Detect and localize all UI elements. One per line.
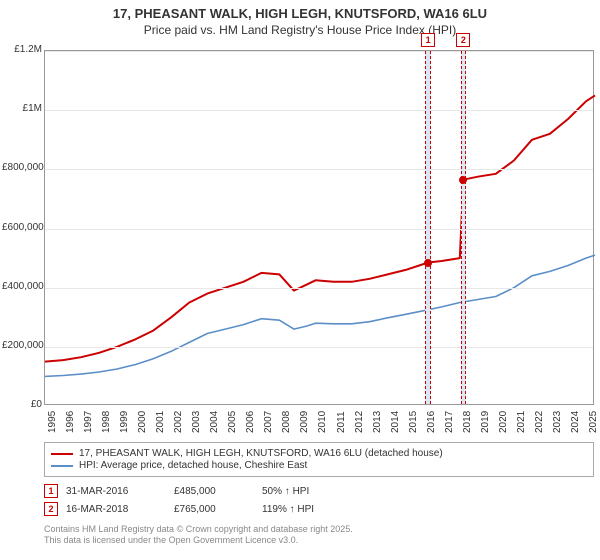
x-tick-label: 2012 (354, 411, 365, 433)
sale-row: 2 16-MAR-2018 £765,000 119% ↑ HPI (44, 502, 594, 516)
x-tick-label: 2013 (372, 411, 383, 433)
marker-badge: 1 (421, 33, 435, 47)
legend-swatch (51, 453, 73, 455)
x-tick-label: 2014 (390, 411, 401, 433)
footnote-line: Contains HM Land Registry data © Crown c… (44, 524, 353, 535)
x-tick-label: 2021 (516, 411, 527, 433)
legend-item: 17, PHEASANT WALK, HIGH LEGH, KNUTSFORD,… (51, 448, 587, 459)
x-tick-label: 2023 (552, 411, 563, 433)
marker-dot (459, 176, 467, 184)
x-tick-label: 2005 (227, 411, 238, 433)
marker-badge: 2 (456, 33, 470, 47)
x-tick-label: 2009 (299, 411, 310, 433)
chart-title-block: 17, PHEASANT WALK, HIGH LEGH, KNUTSFORD,… (0, 0, 600, 37)
title-line2: Price paid vs. HM Land Registry's House … (0, 23, 600, 37)
x-tick-label: 2001 (155, 411, 166, 433)
x-tick-label: 2006 (245, 411, 256, 433)
sales-table: 1 31-MAR-2016 £485,000 50% ↑ HPI 2 16-MA… (44, 484, 594, 520)
sale-badge: 1 (44, 484, 58, 498)
legend-label: 17, PHEASANT WALK, HIGH LEGH, KNUTSFORD,… (79, 448, 443, 459)
y-tick-label: £0 (2, 399, 42, 410)
y-tick-label: £200,000 (2, 340, 42, 351)
x-axis-labels: 1995 1996 1997 1998 1999 2000 2001 2002 2003 2004… (44, 405, 594, 435)
x-tick-label: 2000 (137, 411, 148, 433)
footnote-line: This data is licensed under the Open Gov… (44, 535, 353, 546)
x-tick-label: 1999 (119, 411, 130, 433)
x-tick-label: 2017 (444, 411, 455, 433)
legend-label: HPI: Average price, detached house, Ches… (79, 460, 307, 471)
x-tick-label: 2024 (570, 411, 581, 433)
sale-badge: 2 (44, 502, 58, 516)
sale-date: 16-MAR-2018 (66, 504, 166, 515)
x-tick-label: 2002 (173, 411, 184, 433)
y-tick-label: £600,000 (2, 222, 42, 233)
x-tick-label: 2008 (281, 411, 292, 433)
x-tick-label: 2010 (317, 411, 328, 433)
x-tick-label: 2020 (498, 411, 509, 433)
x-tick-label: 1996 (65, 411, 76, 433)
x-tick-label: 1998 (101, 411, 112, 433)
x-tick-label: 2003 (191, 411, 202, 433)
sale-date: 31-MAR-2016 (66, 486, 166, 497)
sale-pct: 50% ↑ HPI (262, 486, 362, 497)
series-line-hpi (45, 255, 595, 376)
x-tick-label: 1997 (83, 411, 94, 433)
chart-svg (45, 51, 593, 404)
sale-row: 1 31-MAR-2016 £485,000 50% ↑ HPI (44, 484, 594, 498)
sale-pct: 119% ↑ HPI (262, 504, 362, 515)
legend-swatch (51, 465, 73, 467)
marker-band (461, 51, 466, 404)
marker-band (425, 51, 430, 404)
legend: 17, PHEASANT WALK, HIGH LEGH, KNUTSFORD,… (44, 442, 594, 477)
y-tick-label: £800,000 (2, 162, 42, 173)
footnote: Contains HM Land Registry data © Crown c… (44, 524, 353, 547)
legend-item: HPI: Average price, detached house, Ches… (51, 460, 587, 471)
x-tick-label: 2007 (263, 411, 274, 433)
x-tick-label: 2022 (534, 411, 545, 433)
title-line1: 17, PHEASANT WALK, HIGH LEGH, KNUTSFORD,… (0, 6, 600, 21)
y-tick-label: £400,000 (2, 281, 42, 292)
x-tick-label: 2019 (480, 411, 491, 433)
x-tick-label: 2004 (209, 411, 220, 433)
x-tick-label: 2011 (336, 411, 347, 433)
sale-price: £485,000 (174, 486, 254, 497)
y-tick-label: £1M (2, 103, 42, 114)
x-tick-label: 1995 (47, 411, 58, 433)
x-tick-label: 2018 (462, 411, 473, 433)
sale-price: £765,000 (174, 504, 254, 515)
x-tick-label: 2015 (408, 411, 419, 433)
y-tick-label: £1.2M (2, 44, 42, 55)
marker-dot (424, 259, 432, 267)
chart-plot-area: 12 (44, 50, 594, 405)
x-tick-label: 2016 (426, 411, 437, 433)
x-tick-label: 2025 (588, 411, 599, 433)
